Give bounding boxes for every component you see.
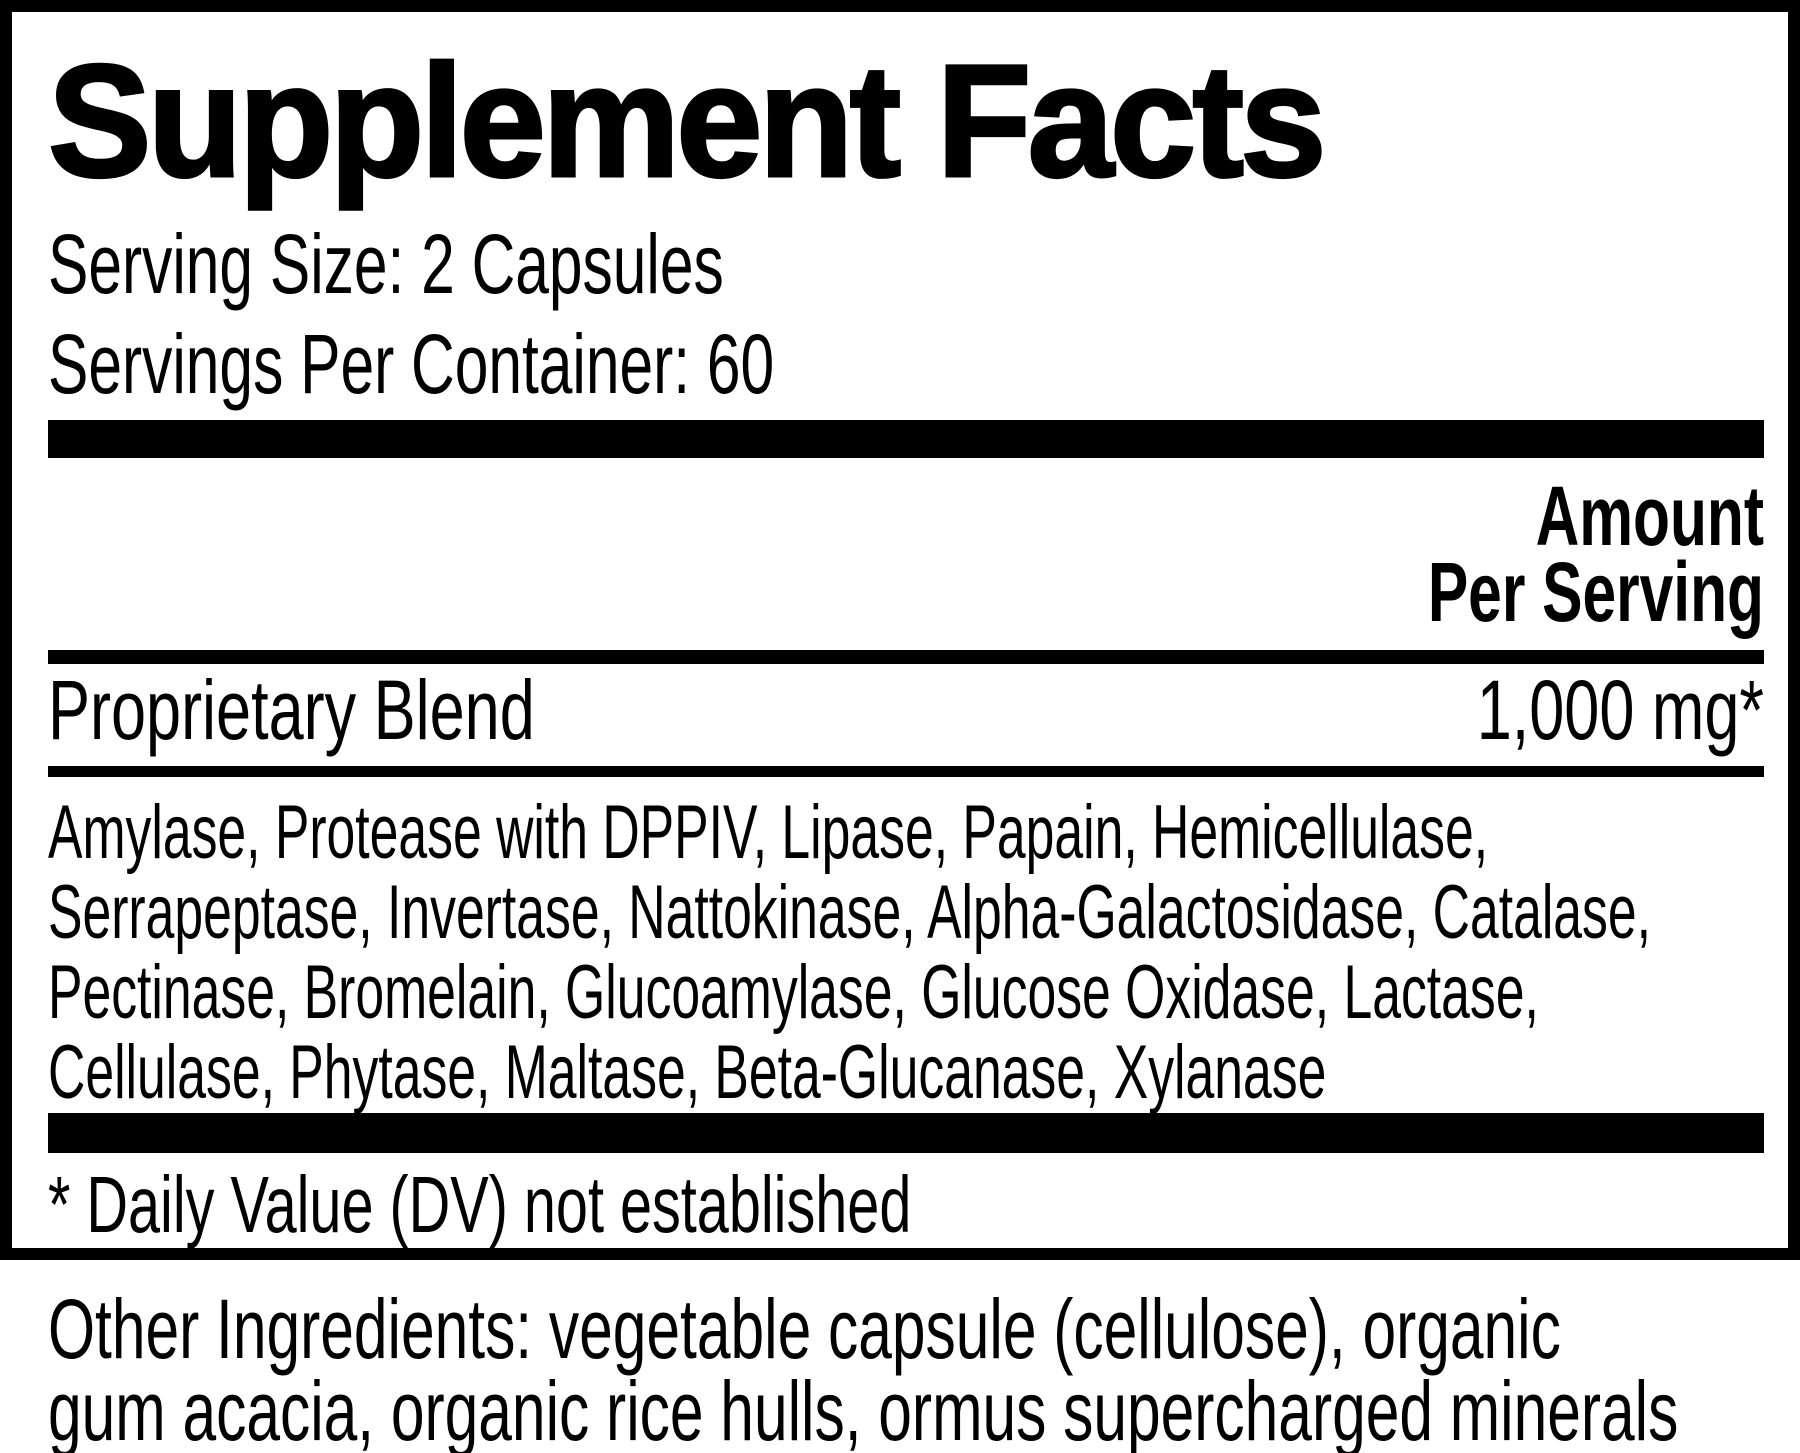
other-ingredients-line-1: Other Ingredients: vegetable capsule (ce…: [48, 1282, 1561, 1376]
blend-rule: [48, 766, 1764, 777]
page-title: Supplement Facts: [47, 31, 1328, 210]
serving-size-line: Serving Size: 2 Capsules: [48, 217, 724, 311]
proprietary-blend-amount: 1,000 mg*: [1476, 663, 1764, 757]
proprietary-blend-row: Proprietary Blend 1,000 mg*: [48, 663, 1764, 757]
blend-ingredients-line-2: Serrapeptase, Invertase, Nattokinase, Al…: [48, 870, 1651, 955]
amount-per-serving-header: Amount Per Serving: [48, 469, 1764, 639]
blend-ingredients-line-4: Cellulase, Phytase, Maltase, Beta-Glucan…: [48, 1030, 1327, 1115]
other-ingredients-paragraph: Other Ingredients: vegetable capsule (ce…: [48, 1282, 1776, 1453]
blend-ingredients-line-1: Amylase, Protease with DPPIV, Lipase, Pa…: [48, 790, 1489, 875]
amount-header-line2: Per Serving: [1427, 545, 1764, 639]
proprietary-blend-name: Proprietary Blend: [48, 663, 535, 757]
servings-per-container-line: Servings Per Container: 60: [48, 317, 775, 411]
serving-info: Serving Size: 2 Capsules Servings Per Co…: [48, 214, 1764, 414]
separator-bar-top: [48, 420, 1764, 458]
supplement-facts-box: Supplement Facts Serving Size: 2 Capsule…: [0, 0, 1800, 1260]
blend-ingredients-line-3: Pectinase, Bromelain, Glucoamylase, Gluc…: [48, 950, 1539, 1035]
amount-header-line1: Amount: [1535, 469, 1764, 563]
other-ingredients-line-2: gum acacia, organic rice hulls, ormus su…: [48, 1364, 1679, 1453]
daily-value-footnote: * Daily Value (DV) not established: [48, 1160, 912, 1249]
separator-bar-bottom: [48, 1113, 1764, 1153]
header-rule: [48, 650, 1764, 664]
blend-ingredients-paragraph: Amylase, Protease with DPPIV, Lipase, Pa…: [48, 793, 1764, 1113]
